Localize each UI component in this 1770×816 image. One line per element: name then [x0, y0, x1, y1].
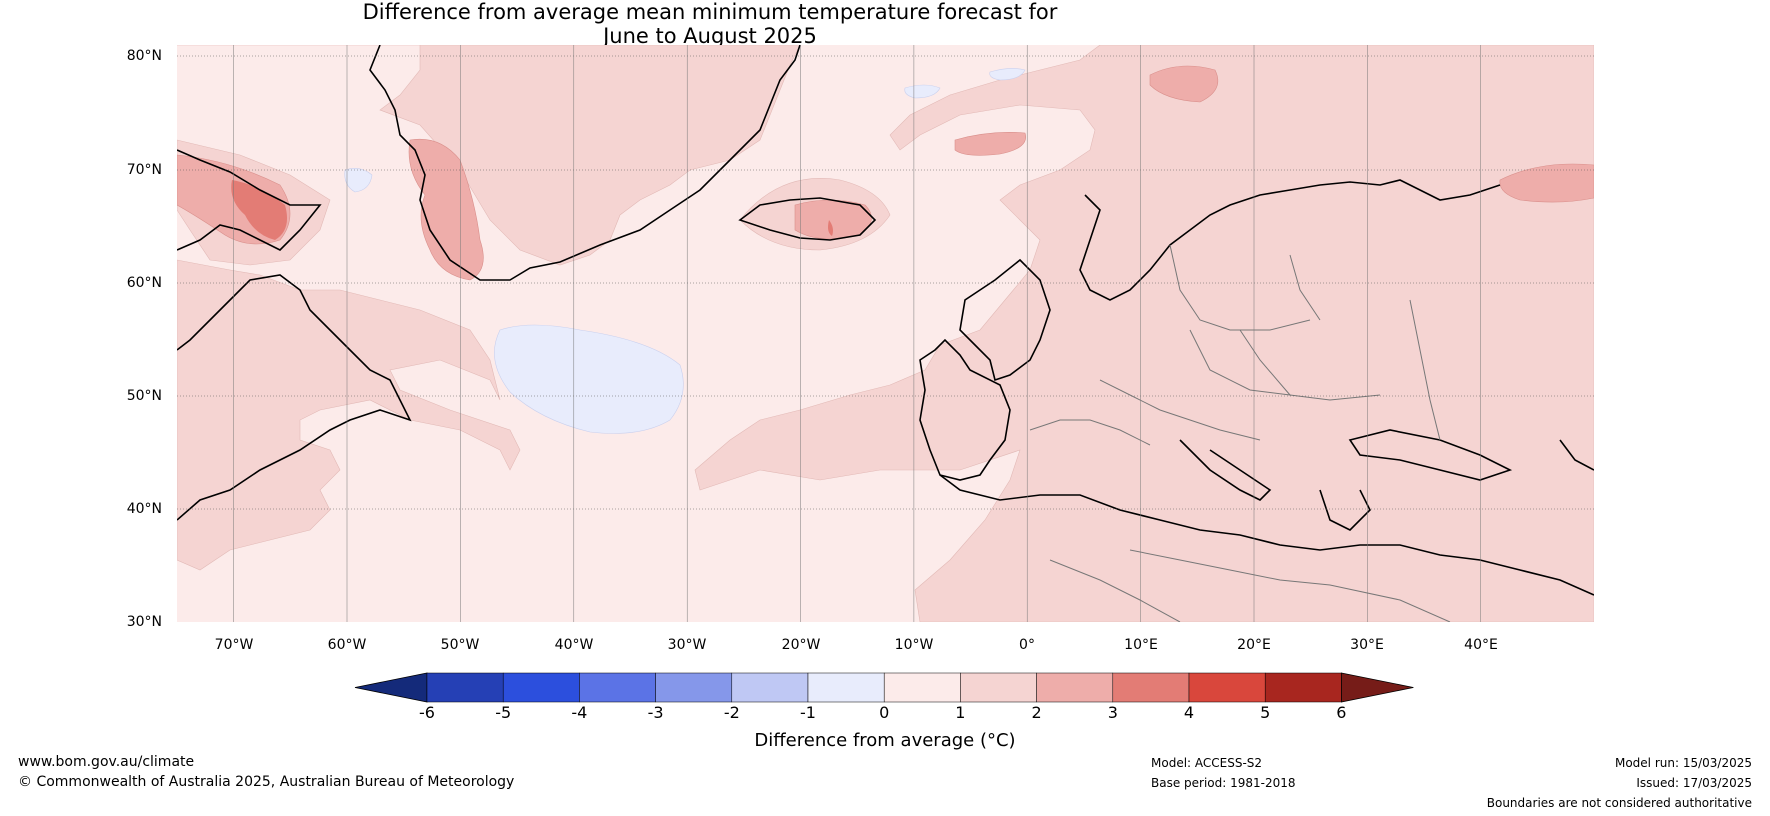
colorbar-tick-label: 6 — [1336, 703, 1347, 722]
colorbar-cell — [1036, 672, 1114, 703]
lat-label: 40°N — [126, 501, 162, 517]
lon-label: 20°E — [1237, 637, 1271, 653]
colorbar-cell — [655, 672, 733, 703]
lon-label: 30°E — [1350, 637, 1384, 653]
lat-label: 60°N — [126, 275, 162, 291]
colorbar-tick-label: 0 — [879, 703, 890, 722]
colorbar-cell — [1264, 672, 1342, 703]
base-period: Base period: 1981-2018 — [1151, 776, 1296, 790]
lat-label: 70°N — [126, 162, 162, 178]
country-borders — [1029, 244, 1451, 622]
boundaries-disclaimer: Boundaries are not considered authoritat… — [1486, 796, 1752, 810]
colorbar-cell — [1188, 672, 1266, 703]
lat-label: 50°N — [126, 388, 162, 404]
model-name: Model: ACCESS-S2 — [1151, 756, 1263, 770]
anomaly-neg1-to-0 — [344, 68, 1026, 434]
colorbar-label: Difference from average (°C) — [754, 730, 1016, 751]
colorbar-tick-label: -3 — [647, 703, 664, 722]
colorbar-tick-label: -1 — [800, 703, 816, 722]
colorbar-tick-label: 3 — [1107, 703, 1118, 722]
lon-label: 60°W — [327, 637, 367, 653]
colorbar-tick-label: 4 — [1183, 703, 1195, 722]
title-line-1: Difference from average mean minimum tem… — [362, 0, 1058, 24]
anomaly-3-to-4 — [231, 180, 833, 240]
colorbar-cell — [502, 672, 580, 703]
lon-label: 30°W — [667, 637, 707, 653]
coastlines — [177, 45, 1594, 596]
lat-label: 80°N — [126, 48, 162, 64]
gridlines — [177, 55, 1594, 510]
colorbar-cell — [807, 672, 885, 703]
colorbar-tick-label: 1 — [955, 703, 966, 722]
lon-label: 50°W — [440, 637, 480, 653]
lon-label: 10°E — [1124, 637, 1158, 653]
colorbar-cell — [883, 672, 961, 703]
colorbar-cell — [579, 672, 656, 703]
colorbar-cell — [960, 672, 1037, 703]
colorbar-cell — [731, 672, 809, 703]
lat-label: 30°N — [126, 614, 162, 630]
colorbar-cell — [1112, 672, 1190, 703]
colorbar-tick-label: -2 — [723, 703, 740, 722]
colorbar-extend-low — [354, 672, 428, 703]
colorbar-extend-high — [1341, 672, 1414, 703]
colorbar-tick-label: -5 — [495, 703, 512, 722]
map-title: Difference from average mean minimum tem… — [0, 0, 1420, 48]
copyright-notice: © Commonwealth of Australia 2025, Austra… — [18, 774, 515, 790]
lon-label: 0° — [1019, 637, 1035, 653]
lon-label: 70°W — [214, 637, 254, 653]
colorbar-tick-label: 2 — [1031, 703, 1042, 722]
colorbar-tick-label: 5 — [1260, 703, 1271, 722]
meridians — [233, 45, 1481, 622]
website-url[interactable]: www.bom.gov.au/climate — [18, 754, 195, 770]
model-run-date: Model run: 15/03/2025 — [1614, 756, 1752, 770]
colorbar-tick-label: -4 — [571, 703, 588, 722]
lon-label: 20°W — [781, 637, 821, 653]
lon-label: 10°W — [894, 637, 934, 653]
colorbar-tick-label: -6 — [419, 703, 435, 722]
issued-date: Issued: 17/03/2025 — [1636, 776, 1752, 790]
lon-label: 40°W — [554, 637, 594, 653]
lon-label: 40°E — [1464, 637, 1498, 653]
title-line-2: June to August 2025 — [603, 24, 817, 48]
colorbar-cell — [426, 672, 504, 703]
